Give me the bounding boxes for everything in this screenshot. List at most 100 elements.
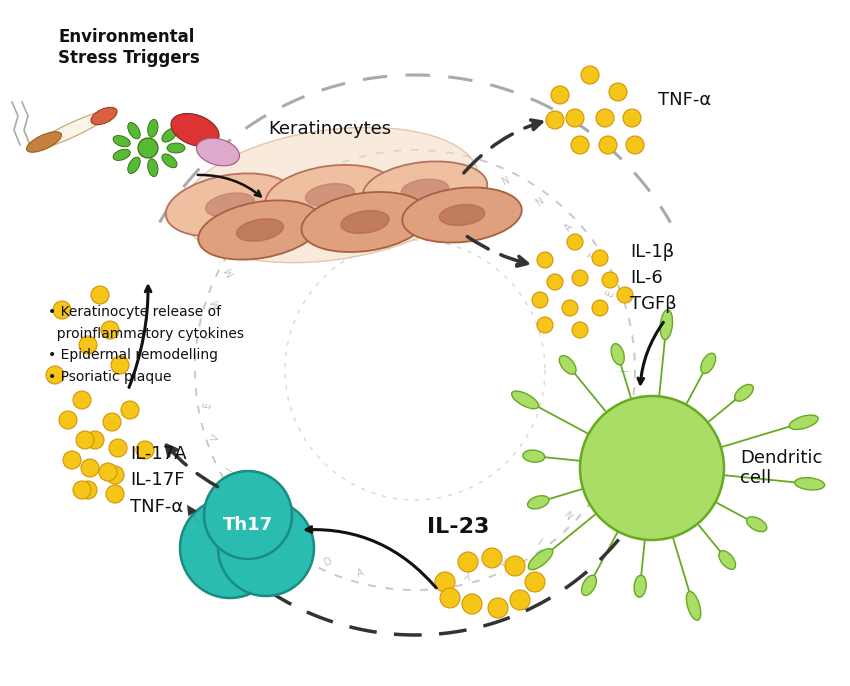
Ellipse shape xyxy=(611,344,624,365)
Text: I: I xyxy=(224,465,235,473)
Circle shape xyxy=(59,411,77,429)
Ellipse shape xyxy=(166,174,294,237)
Text: E: E xyxy=(604,289,616,298)
Ellipse shape xyxy=(700,353,716,373)
Text: I: I xyxy=(536,534,544,544)
Circle shape xyxy=(562,300,578,316)
Text: N: N xyxy=(534,195,546,207)
Circle shape xyxy=(73,391,91,409)
Ellipse shape xyxy=(686,591,700,620)
Text: M: M xyxy=(604,441,617,453)
Ellipse shape xyxy=(91,107,117,125)
Text: IL-1β
IL-6
TGFβ: IL-1β IL-6 TGFβ xyxy=(630,243,677,314)
Circle shape xyxy=(510,590,530,610)
Circle shape xyxy=(592,250,608,266)
Text: A: A xyxy=(563,222,575,233)
Text: M: M xyxy=(210,297,222,308)
Circle shape xyxy=(551,86,569,104)
Ellipse shape xyxy=(581,576,597,595)
Circle shape xyxy=(525,572,545,592)
Circle shape xyxy=(596,109,614,127)
Ellipse shape xyxy=(302,192,428,252)
Circle shape xyxy=(609,83,627,101)
Circle shape xyxy=(435,572,455,592)
Circle shape xyxy=(103,413,121,431)
Text: T: T xyxy=(242,493,254,504)
Text: I: I xyxy=(620,368,630,371)
Text: I: I xyxy=(467,162,472,172)
Circle shape xyxy=(537,252,553,268)
Ellipse shape xyxy=(128,157,140,174)
Circle shape xyxy=(99,463,117,481)
Ellipse shape xyxy=(439,204,484,226)
Text: I: I xyxy=(294,191,303,200)
Circle shape xyxy=(81,459,99,477)
Circle shape xyxy=(462,594,482,614)
Text: Th17: Th17 xyxy=(223,516,273,534)
Text: • Keratinocyte release of
  proinflammatory cytokines
• Epidermal remodelling
• : • Keratinocyte release of proinflammator… xyxy=(48,305,244,384)
Text: Dendritic
cell: Dendritic cell xyxy=(740,449,822,487)
Circle shape xyxy=(91,286,109,304)
Circle shape xyxy=(440,588,460,608)
Ellipse shape xyxy=(341,211,389,233)
Text: Keratinocytes: Keratinocytes xyxy=(269,120,392,138)
Circle shape xyxy=(626,136,644,154)
Text: M: M xyxy=(615,404,627,414)
Text: U: U xyxy=(242,236,254,248)
Text: Y: Y xyxy=(356,162,365,173)
Text: T: T xyxy=(324,173,333,185)
Text: N: N xyxy=(501,175,512,187)
Ellipse shape xyxy=(734,384,753,401)
Circle shape xyxy=(76,431,94,449)
Text: IL-23: IL-23 xyxy=(427,517,490,537)
Circle shape xyxy=(111,356,129,374)
Ellipse shape xyxy=(402,187,522,243)
Circle shape xyxy=(623,109,641,127)
Circle shape xyxy=(592,300,608,316)
Ellipse shape xyxy=(128,123,140,139)
Circle shape xyxy=(581,66,599,84)
Ellipse shape xyxy=(26,132,61,152)
Ellipse shape xyxy=(113,150,130,161)
Circle shape xyxy=(109,439,127,457)
Circle shape xyxy=(106,485,124,503)
Ellipse shape xyxy=(236,219,283,241)
Text: A: A xyxy=(356,567,366,578)
Circle shape xyxy=(571,136,589,154)
Circle shape xyxy=(546,111,564,129)
Circle shape xyxy=(602,272,618,288)
Circle shape xyxy=(488,598,508,618)
Text: N: N xyxy=(265,211,278,223)
Ellipse shape xyxy=(634,576,646,598)
Ellipse shape xyxy=(206,193,254,217)
Circle shape xyxy=(53,301,71,319)
Ellipse shape xyxy=(512,391,539,409)
Ellipse shape xyxy=(198,200,322,259)
Text: T: T xyxy=(502,554,511,565)
Ellipse shape xyxy=(167,143,185,153)
Circle shape xyxy=(537,317,553,333)
Ellipse shape xyxy=(789,415,819,429)
Text: A: A xyxy=(292,539,303,551)
Ellipse shape xyxy=(363,161,487,219)
Ellipse shape xyxy=(529,549,553,569)
Ellipse shape xyxy=(795,477,824,490)
Circle shape xyxy=(532,292,548,308)
Ellipse shape xyxy=(113,136,130,147)
Circle shape xyxy=(73,481,91,499)
Circle shape xyxy=(86,431,104,449)
Circle shape xyxy=(547,274,563,290)
Ellipse shape xyxy=(196,138,240,166)
Text: I: I xyxy=(202,333,213,338)
Circle shape xyxy=(505,556,525,576)
Circle shape xyxy=(617,287,633,303)
Circle shape xyxy=(63,451,81,469)
Ellipse shape xyxy=(523,450,545,462)
Ellipse shape xyxy=(162,128,177,142)
Ellipse shape xyxy=(746,517,767,532)
Text: Environmental
Stress Triggers: Environmental Stress Triggers xyxy=(58,28,200,67)
Text: N: N xyxy=(563,507,575,519)
Ellipse shape xyxy=(305,184,354,206)
Ellipse shape xyxy=(171,113,219,147)
Circle shape xyxy=(106,466,124,484)
